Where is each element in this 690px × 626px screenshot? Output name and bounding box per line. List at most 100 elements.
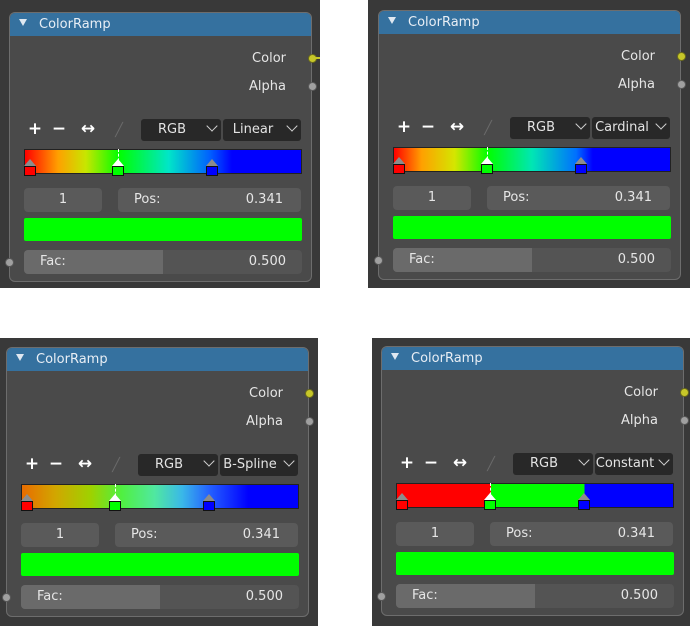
color-mode-value: RGB <box>529 456 559 471</box>
colorramp-node[interactable]: ColorRamp Color Alpha + − ↔ ╱ RGB B-Spli… <box>2 347 314 617</box>
colorramp-node[interactable]: ColorRamp Color Alpha + − ↔ ╱ RGB Cardin… <box>374 10 686 280</box>
color-ramp-gradient[interactable] <box>24 149 302 174</box>
eyedropper-icon[interactable]: ╱ <box>115 123 123 138</box>
add-stop-button[interactable]: + <box>27 119 43 139</box>
colorramp-node[interactable]: ColorRamp Color Alpha + − ↔ ╱ RGB Linear… <box>5 12 317 282</box>
node-header[interactable]: ColorRamp <box>382 347 683 370</box>
node-header[interactable]: ColorRamp <box>379 11 680 34</box>
color-stop-handle[interactable] <box>109 494 121 511</box>
stop-position-field[interactable]: Pos: 0.341 <box>487 186 670 210</box>
alpha-output-socket[interactable] <box>680 416 689 425</box>
active-stop-index-field[interactable]: 1 <box>24 188 102 212</box>
color-ramp-gradient[interactable] <box>396 483 674 508</box>
active-stop-marker-line <box>490 483 491 500</box>
flip-ramp-button[interactable]: ↔ <box>449 117 465 137</box>
collapse-arrow-icon[interactable] <box>19 19 27 26</box>
eyedropper-icon[interactable]: ╱ <box>484 121 492 136</box>
color-mode-dropdown[interactable]: RGB <box>510 117 590 139</box>
collapse-arrow-icon[interactable] <box>388 17 396 24</box>
stop-position-field[interactable]: Pos: 0.341 <box>115 523 298 547</box>
colorramp-node[interactable]: ColorRamp Color Alpha + − ↔ ╱ RGB Consta… <box>377 346 689 616</box>
flip-ramp-button[interactable]: ↔ <box>77 454 93 474</box>
node-header[interactable]: ColorRamp <box>7 348 308 371</box>
stop-color-chip <box>575 164 587 174</box>
alpha-output-socket[interactable] <box>677 80 686 89</box>
interpolation-dropdown[interactable]: Cardinal <box>592 117 670 139</box>
interpolation-dropdown[interactable]: Constant <box>595 453 673 475</box>
active-stop-marker-line <box>115 484 116 501</box>
stop-color-chip <box>203 501 215 511</box>
remove-stop-button[interactable]: − <box>48 454 64 474</box>
alpha-output-socket[interactable] <box>308 82 317 91</box>
color-stop-handle[interactable] <box>24 159 36 176</box>
node-header[interactable]: ColorRamp <box>10 13 311 36</box>
stop-position-field[interactable]: Pos: 0.341 <box>118 188 301 212</box>
stop-color-swatch[interactable] <box>396 552 674 575</box>
stop-color-chip <box>21 501 33 511</box>
eyedropper-icon[interactable]: ╱ <box>487 457 495 472</box>
stop-color-chip <box>206 166 218 176</box>
color-stop-handle[interactable] <box>396 493 408 510</box>
fac-input-socket[interactable] <box>5 258 14 267</box>
fac-input-socket[interactable] <box>2 593 11 602</box>
color-ramp-gradient[interactable] <box>393 147 671 172</box>
collapse-arrow-icon[interactable] <box>391 353 399 360</box>
chevron-down-icon <box>203 455 215 467</box>
active-stop-index-field[interactable]: 1 <box>396 522 474 546</box>
color-stop-handle[interactable] <box>203 494 215 511</box>
color-stop-handle[interactable] <box>575 157 587 174</box>
stop-color-swatch[interactable] <box>393 216 671 239</box>
chevron-down-icon <box>658 454 670 466</box>
remove-stop-button[interactable]: − <box>51 119 67 139</box>
interpolation-dropdown[interactable]: Linear <box>223 119 301 141</box>
position-value: 0.341 <box>617 526 655 541</box>
alpha-output-socket[interactable] <box>305 417 314 426</box>
color-mode-dropdown[interactable]: RGB <box>138 454 218 476</box>
color-ramp-widget[interactable] <box>396 483 674 510</box>
active-stop-index: 1 <box>427 190 437 205</box>
add-stop-button[interactable]: + <box>24 454 40 474</box>
color-stop-handle[interactable] <box>206 159 218 176</box>
collapse-arrow-icon[interactable] <box>16 354 24 361</box>
active-stop-index-field[interactable]: 1 <box>21 523 99 547</box>
remove-stop-button[interactable]: − <box>420 117 436 137</box>
remove-stop-button[interactable]: − <box>423 453 439 473</box>
color-stop-handle[interactable] <box>484 493 496 510</box>
flip-ramp-button[interactable]: ↔ <box>452 453 468 473</box>
node-title: ColorRamp <box>39 17 111 32</box>
color-output-socket[interactable] <box>680 388 689 397</box>
color-stop-handle[interactable] <box>21 494 33 511</box>
active-stop-index: 1 <box>430 526 440 541</box>
color-output-socket[interactable] <box>305 389 314 398</box>
color-output-socket[interactable] <box>677 52 686 61</box>
position-label: Pos: <box>131 527 158 542</box>
fac-input-field[interactable]: Fac: 0.500 <box>24 250 302 274</box>
color-mode-value: RGB <box>526 120 556 135</box>
color-stop-handle[interactable] <box>393 157 405 174</box>
fac-input-socket[interactable] <box>374 256 383 265</box>
color-ramp-gradient[interactable] <box>21 484 299 509</box>
color-stop-handle[interactable] <box>112 159 124 176</box>
add-stop-button[interactable]: + <box>396 117 412 137</box>
color-stop-handle[interactable] <box>578 493 590 510</box>
interpolation-dropdown[interactable]: B-Spline <box>220 454 298 476</box>
color-ramp-widget[interactable] <box>24 149 302 176</box>
add-stop-button[interactable]: + <box>399 453 415 473</box>
color-ramp-widget[interactable] <box>21 484 299 511</box>
fac-input-socket[interactable] <box>377 592 386 601</box>
fac-input-field[interactable]: Fac: 0.500 <box>393 248 671 272</box>
fac-input-field[interactable]: Fac: 0.500 <box>21 585 299 609</box>
color-ramp-widget[interactable] <box>393 147 671 174</box>
eyedropper-icon[interactable]: ╱ <box>112 458 120 473</box>
stop-pointer-icon <box>396 493 408 500</box>
fac-input-field[interactable]: Fac: 0.500 <box>396 584 674 608</box>
color-mode-dropdown[interactable]: RGB <box>513 453 593 475</box>
stop-color-swatch[interactable] <box>21 553 299 576</box>
fac-value: 0.500 <box>617 252 655 267</box>
active-stop-index-field[interactable]: 1 <box>393 186 471 210</box>
flip-ramp-button[interactable]: ↔ <box>80 119 96 139</box>
stop-color-swatch[interactable] <box>24 218 302 241</box>
color-mode-dropdown[interactable]: RGB <box>141 119 221 141</box>
stop-position-field[interactable]: Pos: 0.341 <box>490 522 673 546</box>
color-stop-handle[interactable] <box>481 157 493 174</box>
